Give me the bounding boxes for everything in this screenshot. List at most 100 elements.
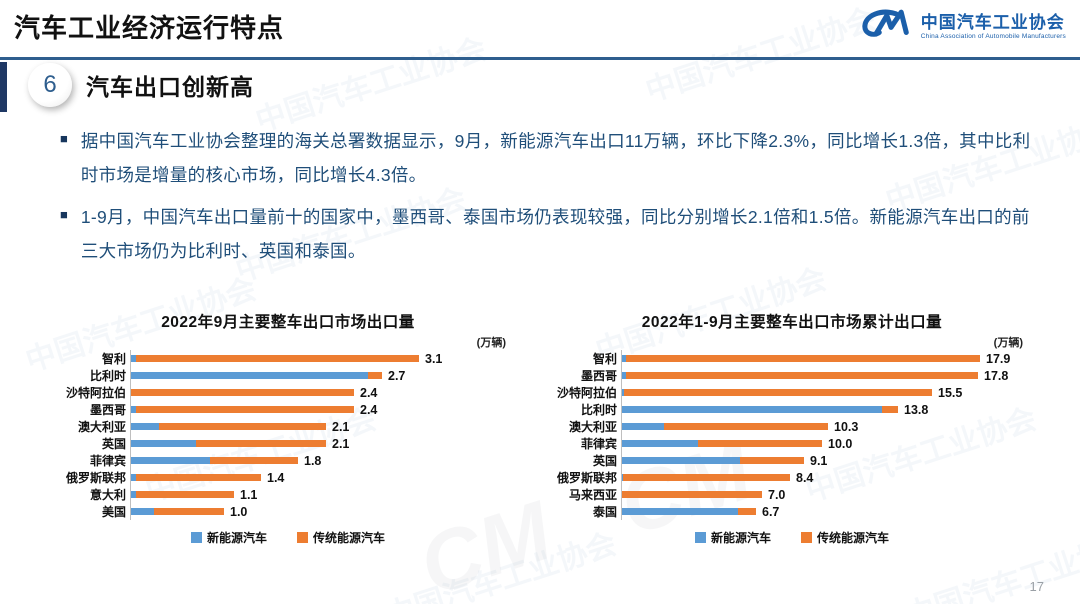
bullet-item: ■ 据中国汽车工业协会整理的海关总署数据显示，9月，新能源汽车出口11万辆，环比… [60,124,1045,192]
bar-segment-traditional [664,423,828,430]
category-label: 比利时 [89,369,126,383]
chart-monthly-exports: 2022年9月主要整车出口市场出口量 (万辆) 智利 3.1 比利时 2.7 沙特阿拉伯… [62,310,514,546]
category-label: 墨西哥 [89,403,126,417]
bar-value-label: 1.8 [304,453,322,468]
bar-segment-nev [622,355,626,362]
chart-row: 俄罗斯联邦 1.4 [62,469,514,486]
bar-value-label: 8.4 [796,470,814,485]
bar-segment-nev [622,508,738,515]
bar-segment-nev [622,423,664,430]
stacked-bar: 2.4 [130,401,377,418]
category-label: 智利 [101,352,126,366]
stacked-bar: 2.7 [130,367,405,384]
chart-row: 墨西哥 2.4 [62,401,514,418]
bar-value-label: 2.4 [360,385,378,400]
bar-segment-traditional [136,406,354,413]
bar-segment-nev [622,474,623,481]
stacked-bar: 6.7 [621,503,779,520]
chart-rows: 智利 17.9 墨西哥 17.8 沙特阿拉伯 15.5 比利时 13.8 澳大利亚 10.3 菲律宾… [553,350,1031,520]
bar-segment-nev [622,457,740,464]
category-label: 俄罗斯联邦 [65,471,126,485]
bar-segment-traditional [136,491,234,498]
stacked-bar: 17.8 [621,367,1008,384]
chart-title: 2022年1-9月主要整车出口市场累计出口量 [641,314,943,331]
category-label: 智利 [592,352,617,366]
chart-row: 意大利 1.1 [62,486,514,503]
bar-value-label: 3.1 [425,351,443,366]
chart-row: 英国 9.1 [553,452,1031,469]
legend-item: 新能源汽车 [190,529,267,546]
bar-segment-nev [622,372,626,379]
chart-row: 智利 3.1 [62,350,514,367]
stacked-bar: 17.9 [621,350,1010,367]
category-label: 泰国 [592,505,617,519]
section-number-badge: 6 [28,63,72,107]
chart-row: 澳大利亚 10.3 [553,418,1031,435]
caam-logo: 中国汽车工业协会 China Association of Automobile… [859,6,1066,47]
bar-segment-traditional [196,440,326,447]
bar-segment-traditional [882,406,898,413]
chart-legend: 新能源汽车 传统能源汽车 [62,529,514,546]
stacked-bar: 2.1 [130,435,349,452]
bar-segment-traditional [622,491,762,498]
category-label: 马来西亚 [568,488,617,502]
chart-row: 美国 1.0 [62,503,514,520]
chart-legend: 新能源汽车 传统能源汽车 [553,529,1031,546]
bar-segment-nev [622,406,882,413]
chart-unit-label: (万辆) [476,337,506,349]
bar-segment-traditional [154,508,224,515]
bar-segment-traditional [740,457,804,464]
bar-segment-traditional [131,389,354,396]
stacked-bar: 3.1 [130,350,442,367]
chart-row: 泰国 6.7 [553,503,1031,520]
legend-label: 新能源汽车 [206,531,267,545]
chart-row: 墨西哥 17.8 [553,367,1031,384]
chart-row: 俄罗斯联邦 8.4 [553,469,1031,486]
bar-segment-traditional [624,389,932,396]
caam-org-name-en: China Association of Automobile Manufact… [920,32,1066,40]
stacked-bar: 1.0 [130,503,247,520]
category-label: 意大利 [89,488,126,502]
bullet-text: 1-9月，中国汽车出口量前十的国家中，墨西哥、泰国市场仍表现较强，同比分别增长2… [80,207,1030,262]
category-label: 澳大利亚 [568,420,617,434]
bar-segment-traditional [698,440,822,447]
bar-value-label: 1.1 [240,487,258,502]
bar-value-label: 1.4 [267,470,285,485]
bar-value-label: 7.0 [768,487,786,502]
bar-segment-traditional [159,423,326,430]
category-label: 英国 [101,437,126,451]
legend-swatch-traditional [297,532,308,543]
bar-value-label: 10.3 [834,419,859,434]
legend-swatch-nev [190,532,202,543]
chart-row: 英国 2.1 [62,435,514,452]
legend-swatch-nev [694,532,706,543]
stacked-bar: 8.4 [621,469,813,486]
bar-segment-traditional [368,372,382,379]
bar-segment-traditional [626,372,978,379]
chart-row: 菲律宾 1.8 [62,452,514,469]
chart-row: 沙特阿拉伯 15.5 [553,384,1031,401]
caam-logo-text: 中国汽车工业协会 China Association of Automobile… [921,13,1066,40]
category-label: 墨西哥 [580,369,617,383]
bullet-item: ■ 1-9月，中国汽车出口量前十的国家中，墨西哥、泰国市场仍表现较强，同比分别增… [60,200,1045,268]
page-number: 17 [1029,579,1044,594]
category-label: 沙特阿拉伯 [556,386,617,400]
bar-segment-nev [131,355,136,362]
stacked-bar: 10.3 [621,418,858,435]
bar-value-label: 2.1 [332,419,350,434]
bar-value-label: 10.0 [828,436,853,451]
legend-label: 新能源汽车 [710,531,771,545]
bullet-list: ■ 据中国汽车工业协会整理的海关总署数据显示，9月，新能源汽车出口11万辆，环比… [60,124,1045,277]
stacked-bar: 15.5 [621,384,962,401]
category-label: 英国 [592,454,617,468]
bar-segment-traditional [738,508,756,515]
category-label: 美国 [101,505,126,519]
chart-rows: 智利 3.1 比利时 2.7 沙特阿拉伯 2.4 墨西哥 2.4 澳大利亚 2.1 英国 2.1 菲律宾… [62,350,514,520]
caam-logo-mark-icon [859,6,913,47]
bar-segment-nev [131,457,210,464]
chart-row: 菲律宾 10.0 [553,435,1031,452]
bar-segment-traditional [623,474,790,481]
legend-label: 传统能源汽车 [313,531,386,545]
category-label: 比利时 [580,403,617,417]
category-label: 澳大利亚 [77,420,126,434]
